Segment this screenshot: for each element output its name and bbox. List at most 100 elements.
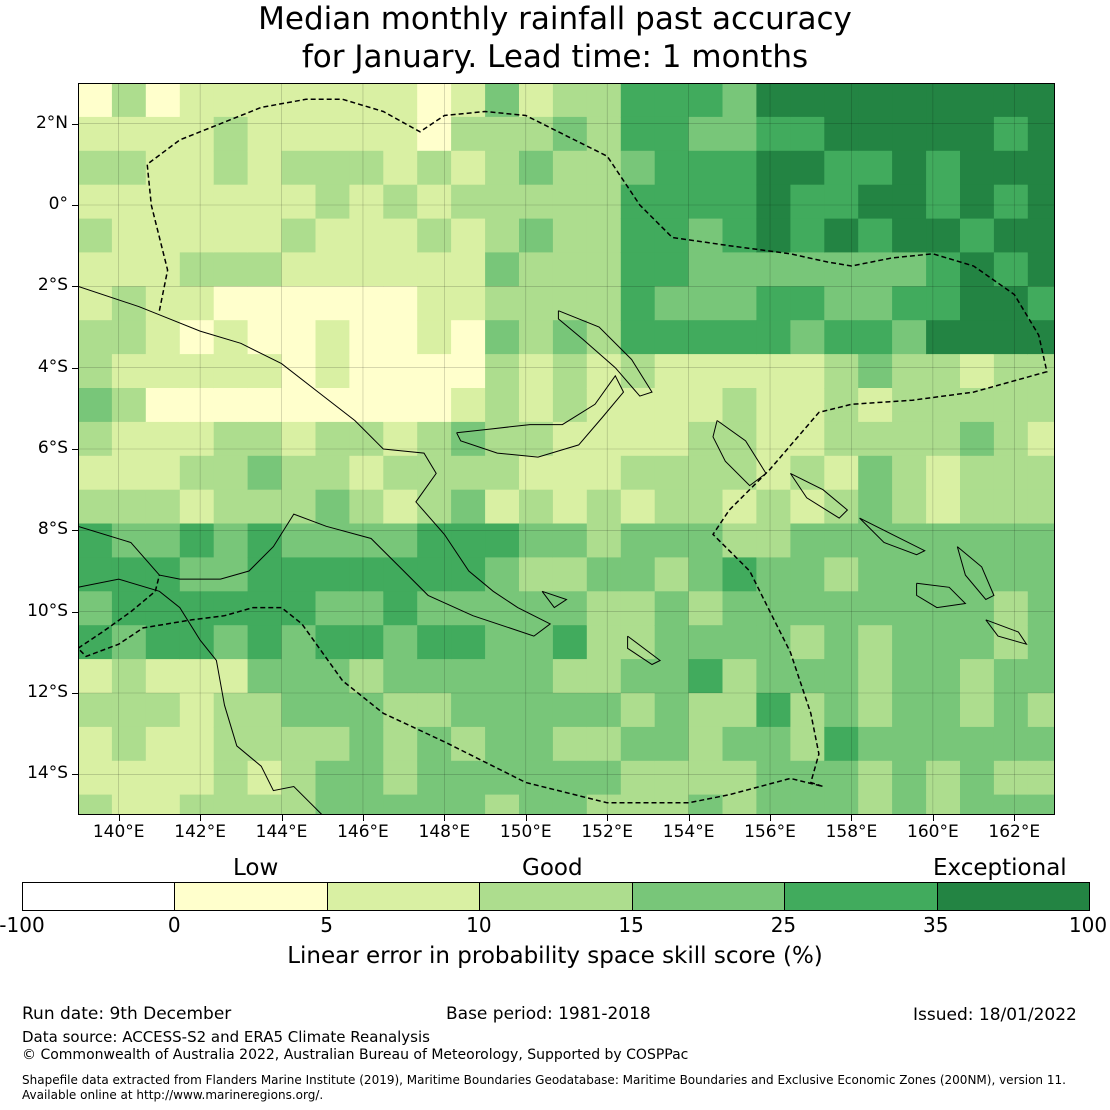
issued-date: Issued: 18/01/2022 bbox=[913, 1005, 1077, 1025]
heatmap-cell bbox=[892, 760, 927, 796]
heatmap-cell bbox=[552, 693, 588, 728]
heatmap-cell bbox=[111, 252, 147, 287]
heatmap-cell bbox=[892, 354, 927, 389]
colorbar-segment bbox=[632, 883, 786, 910]
heatmap-cell bbox=[179, 693, 215, 728]
heatmap-cell bbox=[281, 286, 316, 321]
x-tick-label: 156°E bbox=[744, 822, 796, 842]
heatmap-cell bbox=[179, 760, 215, 796]
heatmap-cell bbox=[78, 354, 113, 389]
heatmap-cell bbox=[892, 625, 927, 660]
heatmap-cell bbox=[1027, 726, 1055, 762]
heatmap-cell bbox=[824, 760, 859, 796]
heatmap-cell bbox=[892, 693, 927, 728]
heatmap-cell bbox=[451, 557, 486, 592]
skill-heatmap bbox=[78, 83, 1055, 815]
heatmap-cell bbox=[586, 489, 622, 525]
heatmap-cell bbox=[790, 218, 825, 254]
heatmap-cell bbox=[552, 218, 588, 254]
heatmap-cell bbox=[586, 659, 622, 694]
x-tick-label: 154°E bbox=[662, 822, 715, 842]
heatmap-cell bbox=[756, 693, 791, 728]
heatmap-cell bbox=[688, 625, 724, 660]
heatmap-cell bbox=[485, 659, 520, 694]
x-tick-mark bbox=[932, 815, 934, 821]
heatmap-cell bbox=[383, 794, 418, 815]
heatmap-cell bbox=[111, 693, 147, 728]
heatmap-cell bbox=[383, 320, 418, 355]
heatmap-cell bbox=[1027, 489, 1055, 525]
heatmap-cell bbox=[349, 726, 384, 762]
heatmap-cell bbox=[824, 116, 859, 152]
heatmap-cell bbox=[756, 354, 791, 389]
x-tick-mark bbox=[607, 815, 609, 821]
heatmap-cell bbox=[586, 625, 622, 660]
coastline bbox=[712, 420, 767, 487]
heatmap-cell bbox=[620, 659, 656, 694]
heatmap-cell bbox=[824, 83, 859, 118]
heatmap-cell bbox=[247, 523, 283, 558]
heatmap-cell bbox=[722, 523, 757, 558]
heatmap-cell bbox=[179, 421, 215, 457]
heatmap-cell bbox=[688, 184, 724, 220]
x-tick-label: 146°E bbox=[337, 822, 389, 842]
heatmap-cell bbox=[281, 625, 316, 660]
heatmap-cell bbox=[654, 354, 690, 389]
heatmap-cell bbox=[824, 286, 859, 321]
heatmap-cell bbox=[993, 286, 1029, 321]
heatmap-cell bbox=[756, 184, 791, 220]
heatmap-cell bbox=[349, 354, 384, 389]
heatmap-cell bbox=[552, 760, 588, 796]
colorbar-segment bbox=[327, 883, 481, 910]
y-tick-label: 12°S bbox=[27, 682, 68, 702]
heatmap-cell bbox=[417, 354, 452, 389]
x-tick-mark bbox=[444, 815, 446, 821]
heatmap-cell bbox=[688, 557, 724, 592]
heatmap-cell bbox=[993, 794, 1029, 815]
heatmap-cell bbox=[179, 184, 215, 220]
heatmap-cell bbox=[960, 320, 995, 355]
heatmap-cell bbox=[145, 625, 181, 660]
heatmap-cell bbox=[858, 421, 893, 457]
x-tick-label: 150°E bbox=[499, 822, 552, 842]
y-tick-mark bbox=[72, 530, 78, 532]
heatmap-cell bbox=[213, 794, 249, 815]
y-tick-mark bbox=[72, 693, 78, 694]
heatmap-cell bbox=[111, 760, 147, 796]
heatmap-cell bbox=[654, 421, 690, 457]
heatmap-cell bbox=[892, 794, 927, 815]
heatmap-cell bbox=[1027, 591, 1055, 626]
colorbar-tick-label: 10 bbox=[466, 913, 492, 937]
shapefile-credit-line-2: Available online at http://www.marinereg… bbox=[22, 1088, 324, 1102]
heatmap-cell bbox=[179, 557, 215, 592]
heatmap-cell bbox=[620, 489, 656, 525]
x-tick-label: 152°E bbox=[581, 822, 634, 842]
heatmap-cell bbox=[78, 625, 113, 660]
heatmap-cell bbox=[586, 794, 622, 815]
heatmap-cell bbox=[722, 760, 757, 796]
heatmap-cell bbox=[519, 388, 554, 423]
heatmap-cell bbox=[451, 218, 486, 254]
heatmap-cell bbox=[858, 252, 893, 287]
heatmap-cell bbox=[688, 523, 724, 558]
heatmap-cell bbox=[790, 625, 825, 660]
heatmap-cell bbox=[722, 218, 757, 254]
heatmap-cell bbox=[654, 252, 690, 287]
heatmap-cell bbox=[756, 116, 791, 152]
heatmap-cell bbox=[485, 523, 520, 558]
heatmap-cell bbox=[451, 625, 486, 660]
heatmap-cell bbox=[858, 523, 893, 558]
heatmap-cell bbox=[586, 421, 622, 457]
x-tick-label: 144°E bbox=[255, 822, 308, 842]
x-tick-mark bbox=[200, 815, 202, 821]
heatmap-cell bbox=[281, 659, 316, 694]
heatmap-cell bbox=[722, 150, 757, 186]
heatmap-cell bbox=[111, 184, 147, 220]
heatmap-cell bbox=[417, 659, 452, 694]
heatmap-cell bbox=[892, 726, 927, 762]
heatmap-cell bbox=[552, 184, 588, 220]
heatmap-cell bbox=[824, 184, 859, 220]
heatmap-cell bbox=[722, 388, 757, 423]
heatmap-cell bbox=[858, 693, 893, 728]
heatmap-cell bbox=[926, 388, 961, 423]
